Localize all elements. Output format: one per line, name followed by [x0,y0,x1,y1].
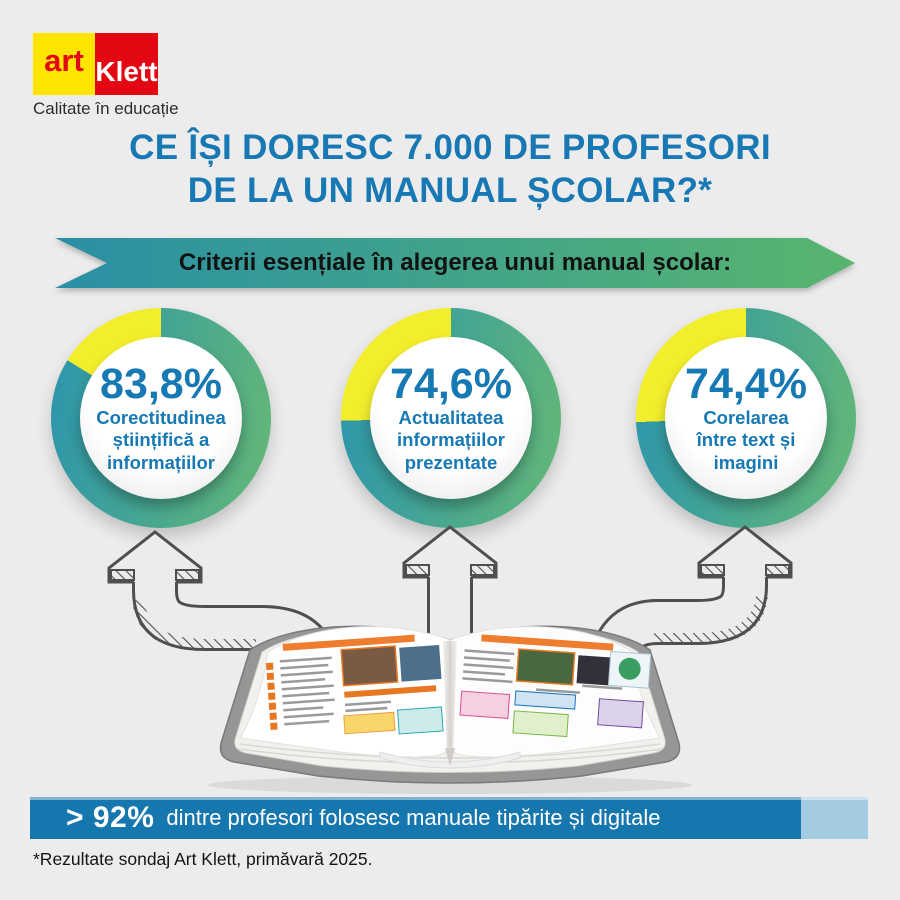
donut-label-line-1: Actualitatea [398,406,504,428]
arrow-right [588,525,793,667]
donut-value: 74,4% [685,359,807,408]
brand-tagline: Calitate în educație [33,99,179,118]
arrowhead-up-icon [107,530,203,584]
logo-klett-box: Klett [95,33,158,95]
donut-label-line-2: între text și [696,429,796,451]
donut-value: 83,8% [100,359,222,408]
donut-chart-3: 74,4% Corelarea între text și imagini [636,308,856,528]
donut-label-line-1: Corectitudinea [96,406,226,428]
page-title: CE ÎȘI DORESC 7.000 DE PROFESORI DE LA U… [0,127,900,212]
title-line-2: DE LA UN MANUAL ȘCOLAR?* [187,170,713,210]
donut-hole: 83,8% Corectitudinea științifică a infor… [80,337,242,499]
stat-bar-value: > 92% [66,801,155,834]
donut-label: Corelarea între text și imagini [697,407,796,475]
donut-label-line-2: științifică a [112,429,210,451]
footnote: *Rezultate sondaj Art Klett, primăvară 2… [33,849,373,869]
donut-value: 74,6% [390,359,512,408]
logo-art-box: art [33,33,95,95]
book-right-page-content [459,634,652,738]
donut-label-line-1: Corelarea [703,406,789,428]
stat-bar-topline [30,797,868,800]
book [208,625,692,794]
donut-hole: 74,4% Corelarea între text și imagini [665,337,827,499]
book-right-page [449,626,661,758]
donut-label: Actualitatea informațiilor prezentate [397,407,505,475]
donut-label: Corectitudinea științifică a informațiil… [96,407,226,475]
arrowhead-up-icon [402,525,498,579]
book-left-page-content [265,634,444,735]
logo-klett-text: Klett [95,56,158,87]
donut-label-line-3: imagini [713,451,779,473]
arrow-middle [402,525,498,652]
stat-bar-fill [30,797,801,839]
stat-bar-label: dintre profesori folosesc manuale tipări… [166,805,661,830]
donut-chart-1: 83,8% Corectitudinea științifică a infor… [51,308,271,528]
book-pages-stack [234,629,666,773]
title-line-1: CE ÎȘI DORESC 7.000 DE PROFESORI [129,128,771,167]
donut-hole: 74,6% Actualitatea informațiilor prezent… [370,337,532,499]
arrow-left [107,530,339,670]
donut-label-line-3: informațiilor [107,451,215,473]
logo-art-text: art [44,43,84,78]
stat-bar: > 92% dintre profesori folosesc manuale … [30,797,868,839]
donut-label-line-3: prezentate [404,451,498,473]
criteria-ribbon-label: Criterii esențiale în alegerea unui manu… [178,249,732,276]
criteria-ribbon: Criterii esențiale în alegerea unui manu… [55,238,855,288]
book-left-page [239,626,451,758]
donut-chart-2: 74,6% Actualitatea informațiilor prezent… [341,308,561,528]
art-klett-logo: art Klett [33,33,158,95]
stat-bar-text: > 92% dintre profesori folosesc manuale … [30,797,868,839]
arrowhead-up-icon [697,525,793,579]
criteria-ribbon-wrap: Criterii esențiale în alegerea unui manu… [55,238,855,288]
book-cover [219,625,681,784]
donut-label-line-2: informațiilor [397,429,505,451]
book-spine [443,641,457,754]
